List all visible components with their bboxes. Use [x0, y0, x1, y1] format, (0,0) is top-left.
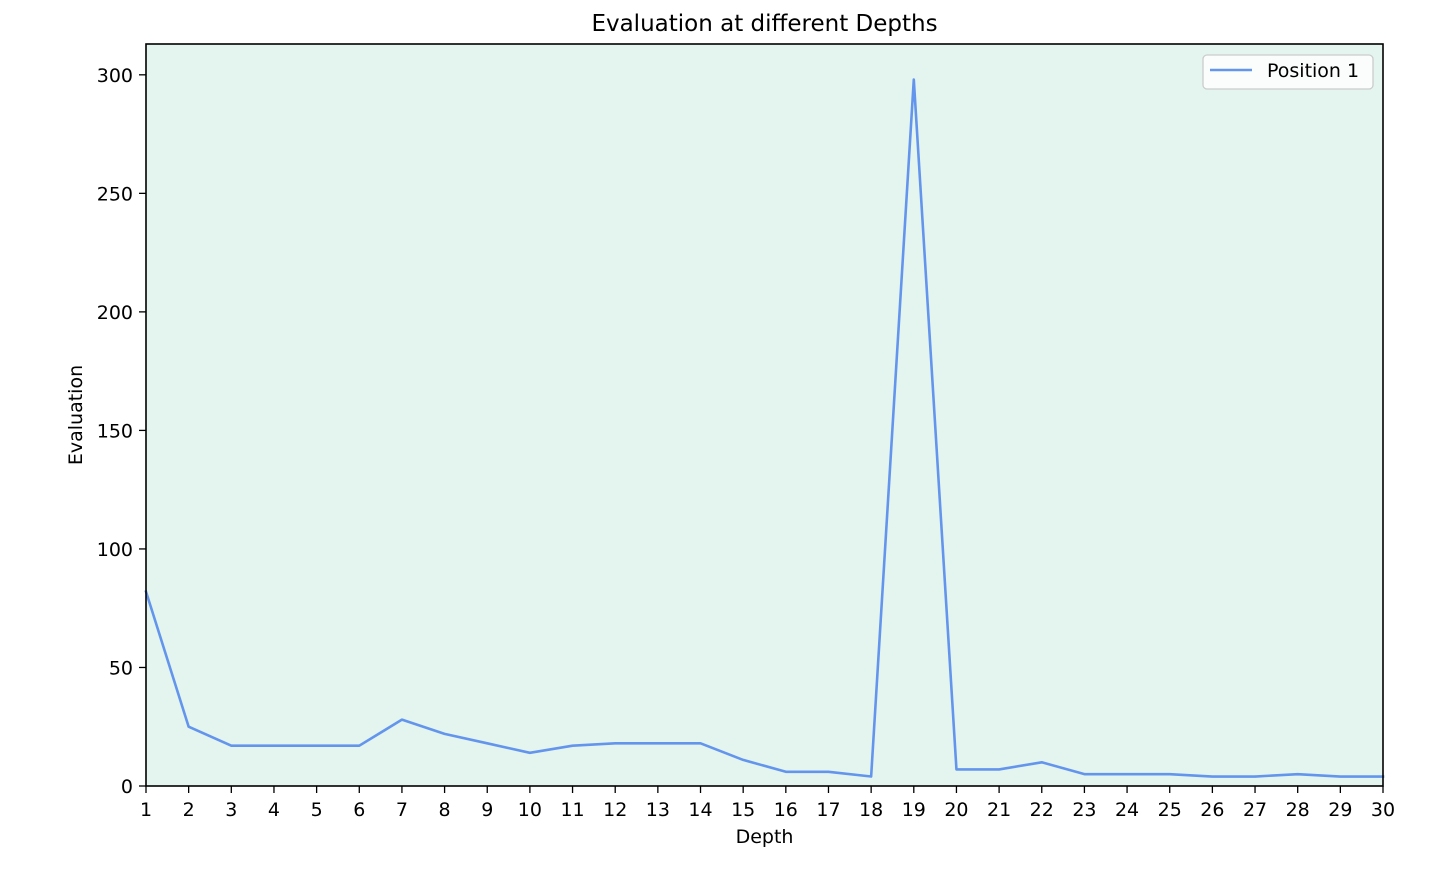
x-axis-label: Depth [736, 826, 794, 848]
x-tick-label: 4 [268, 799, 280, 821]
x-tick-label: 26 [1200, 799, 1224, 821]
x-tick-label: 24 [1115, 799, 1139, 821]
y-axis-label: Evaluation [65, 365, 87, 465]
x-tick-label: 8 [439, 799, 451, 821]
y-tick-label: 100 [97, 539, 133, 561]
x-tick-label: 15 [731, 799, 755, 821]
y-tick-label: 300 [97, 65, 133, 87]
x-tick-label: 21 [987, 799, 1011, 821]
x-tick-label: 6 [353, 799, 365, 821]
x-tick-label: 19 [902, 799, 926, 821]
x-tick-label: 14 [688, 799, 712, 821]
x-tick-label: 2 [183, 799, 195, 821]
x-tick-label: 7 [396, 799, 408, 821]
legend-box [1202, 54, 1374, 90]
x-tick-label: 9 [481, 799, 493, 821]
x-tick-label: 10 [518, 799, 542, 821]
x-tick-label: 13 [646, 799, 670, 821]
x-tick-label: 30 [1371, 799, 1395, 821]
x-tick-label: 16 [774, 799, 798, 821]
plot-frame [145, 43, 1384, 787]
x-tick-label: 5 [311, 799, 323, 821]
series-layer [144, 78, 1385, 778]
legend: Position 1 [1202, 54, 1374, 90]
y-tick-label: 150 [97, 420, 133, 442]
x-tick-label: 3 [225, 799, 237, 821]
x-tick-label: 22 [1030, 799, 1054, 821]
y-tick-label: 50 [109, 657, 133, 679]
plot-area [146, 44, 1383, 786]
x-tick-label: 28 [1286, 799, 1310, 821]
x-tick-label: 17 [816, 799, 840, 821]
legend-label: Position 1 [1267, 60, 1359, 82]
x-axis-ticks: 1 2 3 4 5 6 7 8 9 10 11 12 13 14 15 16 17 18 19 20 21 22 23 24 2… [140, 786, 1395, 821]
x-tick-label: 27 [1243, 799, 1267, 821]
chart-title: Evaluation at different Depths [591, 11, 937, 37]
x-tick-label: 11 [560, 799, 584, 821]
y-tick-label: 200 [97, 302, 133, 324]
y-axis-ticks: 0 50 100 150 200 250 300 [97, 65, 146, 798]
y-tick-label: 250 [97, 183, 133, 205]
x-tick-label: 18 [859, 799, 883, 821]
x-tick-label: 23 [1072, 799, 1096, 821]
x-tick-label: 1 [140, 799, 152, 821]
x-tick-label: 20 [944, 799, 968, 821]
x-tick-label: 25 [1158, 799, 1182, 821]
x-tick-label: 12 [603, 799, 627, 821]
x-tick-label: 29 [1328, 799, 1352, 821]
series-line [144, 78, 1385, 778]
y-tick-label: 0 [121, 776, 133, 798]
